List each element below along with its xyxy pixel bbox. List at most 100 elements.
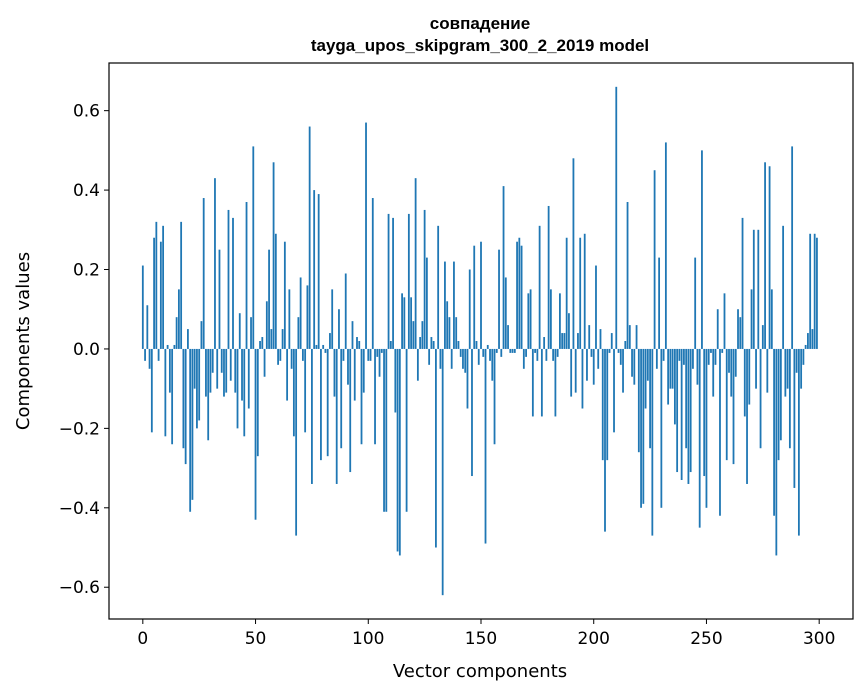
- bar: [631, 348, 633, 377]
- bar: [403, 297, 406, 349]
- bar: [475, 341, 478, 349]
- bar: [484, 348, 487, 544]
- bar: [685, 348, 688, 449]
- bar: [775, 348, 778, 556]
- bar: [407, 213, 410, 349]
- bar: [529, 289, 532, 349]
- bar: [238, 313, 241, 349]
- x-tick-label: 250: [690, 629, 722, 649]
- bar: [216, 348, 219, 389]
- bar: [198, 348, 201, 421]
- bar: [340, 348, 343, 449]
- bar: [538, 225, 541, 349]
- y-tick-label: 0.2: [73, 261, 100, 281]
- bar: [610, 333, 613, 349]
- y-axis-label: Components values: [13, 252, 34, 430]
- bar: [168, 348, 171, 393]
- bar: [613, 348, 615, 433]
- bar: [265, 301, 268, 349]
- bar: [800, 348, 803, 389]
- bar: [256, 348, 259, 457]
- bar: [687, 348, 690, 484]
- bar: [714, 348, 717, 365]
- bar: [464, 348, 467, 373]
- bar: [254, 348, 257, 520]
- bar: [441, 348, 444, 596]
- y-tick-label: −0.2: [59, 419, 100, 439]
- bar: [712, 348, 715, 397]
- bar: [547, 205, 550, 349]
- x-axis-label: Vector components: [393, 661, 567, 682]
- bar: [637, 348, 640, 453]
- bar: [171, 348, 174, 445]
- bar: [462, 348, 464, 369]
- bar: [795, 348, 798, 373]
- bar: [588, 325, 591, 349]
- bar: [378, 348, 381, 377]
- bar: [419, 337, 422, 349]
- bar: [311, 348, 313, 484]
- bar: [425, 257, 428, 349]
- bar: [509, 348, 512, 353]
- bar: [252, 146, 255, 349]
- bar: [274, 233, 277, 349]
- bar: [671, 348, 674, 389]
- plot-frame: [108, 62, 854, 620]
- bar: [782, 225, 785, 349]
- bar: [705, 348, 708, 508]
- bar: [673, 348, 676, 425]
- bar: [615, 86, 618, 349]
- bar: [182, 348, 185, 449]
- bar: [389, 341, 392, 349]
- bar: [568, 313, 570, 349]
- bar: [723, 293, 726, 349]
- bar: [356, 337, 358, 349]
- bar: [322, 344, 325, 349]
- bar: [236, 348, 239, 429]
- bar: [396, 348, 399, 552]
- bar: [683, 348, 685, 365]
- bar: [694, 257, 697, 349]
- bar: [773, 348, 775, 516]
- bar: [466, 348, 469, 409]
- bar: [646, 348, 649, 381]
- bar: [435, 348, 437, 548]
- bar: [793, 348, 796, 488]
- bar: [543, 337, 546, 349]
- bar: [459, 348, 462, 357]
- bar: [750, 289, 753, 349]
- bar: [486, 344, 489, 349]
- bar: [166, 344, 169, 349]
- bar: [392, 217, 394, 349]
- bar: [561, 333, 564, 349]
- bar: [493, 348, 496, 445]
- bar: [241, 348, 243, 401]
- x-axis-ticks: 0 50 100 150 200 250 300: [137, 619, 835, 649]
- bar: [308, 126, 311, 349]
- bar: [761, 325, 764, 349]
- bar: [534, 348, 537, 353]
- bar: [448, 317, 451, 349]
- bar: [791, 146, 794, 349]
- bar: [545, 348, 548, 361]
- bar: [664, 142, 667, 349]
- bar: [412, 321, 415, 349]
- bar: [344, 273, 347, 349]
- bar: [175, 317, 178, 349]
- bar: [394, 348, 397, 413]
- bar: [196, 348, 198, 429]
- bar: [804, 344, 807, 349]
- bar: [468, 269, 471, 349]
- bar: [232, 217, 234, 349]
- bar: [428, 348, 431, 365]
- bar: [716, 309, 719, 349]
- bar: [200, 321, 203, 349]
- bar: [655, 348, 658, 369]
- bar: [604, 348, 606, 532]
- bar: [155, 221, 158, 349]
- bar: [728, 348, 730, 373]
- bar: [477, 348, 480, 365]
- bar: [159, 241, 162, 349]
- bar: [457, 341, 460, 349]
